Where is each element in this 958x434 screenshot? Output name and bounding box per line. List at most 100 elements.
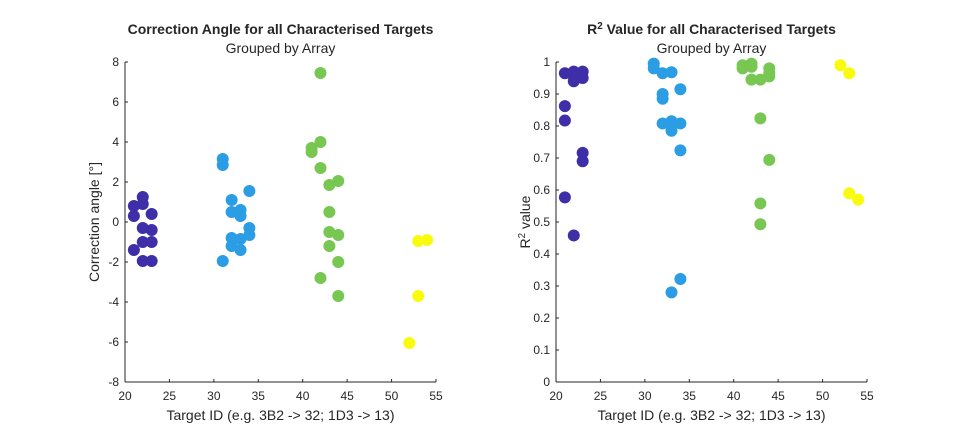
data-point [216, 255, 229, 267]
data-point [314, 272, 327, 284]
x-tick-label: 35 [252, 389, 266, 403]
x-tick-label: 30 [638, 389, 652, 403]
y-tick-label: 6 [112, 95, 119, 109]
data-point [763, 70, 776, 83]
x-tick-label: 45 [771, 389, 785, 403]
data-point [145, 208, 158, 220]
data-point [234, 210, 247, 222]
y-tick-label: -4 [108, 295, 119, 309]
data-point [745, 73, 758, 86]
x-tick-label: 55 [429, 389, 443, 403]
x-tick-label: 40 [727, 389, 741, 403]
data-point [305, 146, 318, 158]
data-point [763, 153, 776, 166]
data-point [145, 236, 158, 248]
x-tick-label: 35 [683, 389, 697, 403]
data-point [145, 224, 158, 236]
y-tick-label: 2 [112, 175, 119, 189]
y-tick-label: 0.7 [533, 151, 550, 165]
x-tick-label: 40 [296, 389, 310, 403]
data-point [647, 62, 660, 75]
data-point [332, 229, 345, 241]
data-point [225, 194, 238, 206]
data-point [412, 290, 425, 302]
x-tick-label: 45 [340, 389, 354, 403]
y-tick-label: -6 [108, 335, 119, 349]
chart-title: R2 Value for all Characterised Targets [587, 21, 836, 38]
data-point [754, 218, 767, 231]
data-point [674, 272, 687, 285]
data-point [314, 67, 327, 79]
data-point [834, 59, 847, 72]
data-point [576, 146, 589, 159]
data-point [412, 235, 425, 247]
y-tick-label: 0.8 [533, 119, 550, 133]
data-point [145, 255, 158, 267]
data-point [127, 210, 140, 222]
x-axis-label: Target ID (e.g. 3B2 -> 32; 1D3 -> 13) [166, 407, 394, 423]
data-point [843, 187, 856, 200]
x-tick-label: 20 [118, 389, 132, 403]
data-point [558, 100, 571, 113]
x-tick-label: 50 [385, 389, 399, 403]
chart-1: Correction Angle for all Characterised T… [86, 21, 443, 423]
y-tick-label: -8 [108, 375, 119, 389]
data-point [323, 240, 336, 252]
y-tick-label: 8 [112, 55, 119, 69]
y-tick-label: 0.9 [533, 87, 550, 101]
y-tick-label: 0.3 [533, 279, 550, 293]
y-tick-label: 0.2 [533, 311, 550, 325]
data-point [421, 234, 434, 246]
y-tick-label: 0.4 [533, 247, 550, 261]
y-tick-label: 0.6 [533, 183, 550, 197]
data-point [243, 185, 256, 197]
data-point [674, 117, 687, 130]
x-tick-label: 50 [816, 389, 830, 403]
data-point [216, 159, 229, 171]
data-point [314, 136, 327, 148]
data-point [674, 144, 687, 157]
data-point [136, 255, 149, 267]
data-point [127, 244, 140, 256]
data-point [665, 66, 678, 79]
x-axis-label: Target ID (e.g. 3B2 -> 32; 1D3 -> 13) [597, 407, 825, 423]
y-axis-label: Correction angle [°] [86, 162, 102, 282]
chart-subtitle: Grouped by Array [226, 40, 336, 56]
data-point [332, 256, 345, 268]
data-point [665, 124, 678, 137]
chart-subtitle: Grouped by Array [657, 40, 767, 56]
data-point [852, 193, 865, 206]
data-point [576, 72, 589, 84]
data-point [136, 236, 149, 248]
data-point [665, 286, 678, 299]
x-tick-label: 20 [549, 389, 563, 403]
data-point [323, 206, 336, 218]
y-axis-label: R2 value [517, 195, 534, 248]
data-point [674, 83, 687, 96]
x-tick-label: 30 [207, 389, 221, 403]
chart-2: R2 Value for all Characterised Targets Gr… [517, 21, 874, 424]
y-tick-label: 0.1 [533, 343, 550, 357]
chart-title: Correction Angle for all Characterised T… [128, 21, 434, 37]
data-point [558, 114, 571, 127]
data-point [656, 92, 669, 105]
y-tick-label: 0.5 [533, 215, 550, 229]
data-point [332, 290, 345, 302]
data-point [332, 175, 345, 187]
data-point [736, 62, 749, 75]
y-tick-label: -2 [108, 255, 119, 269]
y-tick-label: 0 [543, 375, 550, 389]
data-point [243, 229, 256, 241]
data-point [403, 337, 416, 349]
y-tick-label: 1 [543, 55, 550, 69]
x-tick-label: 55 [860, 389, 874, 403]
data-point [754, 197, 767, 210]
data-point [136, 198, 149, 210]
x-tick-label: 25 [594, 389, 608, 403]
data-point [567, 229, 580, 242]
data-point [745, 60, 758, 73]
y-tick-label: 4 [112, 135, 119, 149]
data-point [558, 191, 571, 204]
data-point [576, 155, 589, 168]
